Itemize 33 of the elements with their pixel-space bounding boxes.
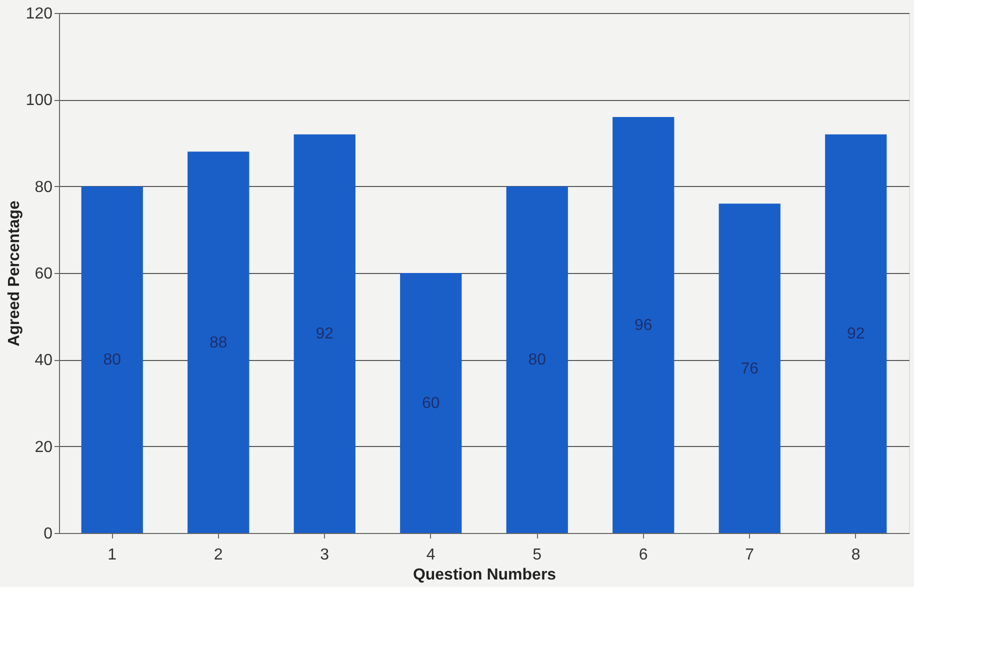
data-label: 92 — [846, 326, 865, 343]
bar — [506, 186, 568, 533]
x-tick-label: 8 — [851, 546, 860, 564]
x-tick-label: 5 — [532, 546, 542, 564]
bar — [81, 186, 143, 533]
y-tick-label: 80 — [34, 178, 53, 196]
y-tick-label: 120 — [26, 6, 53, 22]
x-axis-title: Question Numbers — [412, 566, 556, 584]
y-tick-label: 40 — [34, 352, 53, 370]
x-tick-label: 3 — [320, 546, 330, 564]
y-tick-label: 20 — [34, 438, 53, 456]
y-tick-label: 60 — [34, 266, 53, 282]
y-axis-title: Agreed Percentage — [6, 200, 23, 346]
data-label: 80 — [103, 352, 122, 369]
bar — [718, 204, 780, 533]
data-label: 96 — [634, 317, 652, 334]
bar — [294, 134, 356, 533]
x-tick-label: 2 — [214, 546, 223, 564]
y-tick-label: 0 — [44, 526, 53, 542]
bar — [188, 152, 250, 533]
x-tick-label: 1 — [108, 546, 117, 564]
y-tick-label: 100 — [26, 92, 53, 110]
bar — [612, 117, 674, 533]
bar — [825, 134, 887, 533]
x-tick-label: 7 — [745, 546, 754, 564]
bar — [400, 273, 462, 533]
data-label: 88 — [209, 334, 228, 352]
data-label: 92 — [316, 326, 334, 343]
data-label: 80 — [528, 352, 546, 369]
data-label: 60 — [422, 395, 440, 412]
x-tick-label: 4 — [426, 546, 436, 564]
data-label: 76 — [740, 360, 759, 378]
x-tick-label: 6 — [638, 546, 648, 564]
